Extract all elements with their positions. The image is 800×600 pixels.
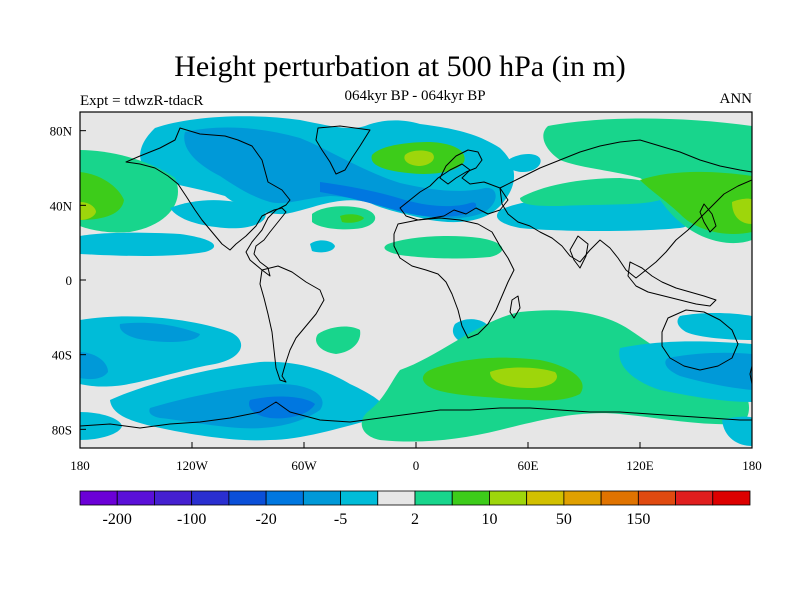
- contour-pos-subtropic-atlantic: [384, 236, 503, 259]
- colorbar-swatch: [637, 490, 676, 506]
- coastline-antarctica: [80, 401, 752, 429]
- coastline-new-zealand: [749, 365, 752, 385]
- lon-tick-label: 0: [413, 458, 420, 473]
- map-area: [80, 112, 752, 448]
- lon-tick-label: 180: [70, 458, 90, 473]
- contour-pos-east-asia-core: [640, 171, 752, 234]
- colorbar-label: 50: [556, 511, 572, 528]
- contour-neg-southeast-pacific-core: [249, 396, 315, 419]
- coastline-scandinavia: [439, 149, 483, 185]
- coastline-africa: [393, 217, 515, 339]
- colorbar-swatch: [600, 490, 639, 506]
- contour-pos-asia-outer: [520, 178, 663, 206]
- contour-neg-asia-band: [170, 200, 266, 229]
- contour-neg-antarctic-east: [722, 416, 752, 446]
- lat-tick-label: 40N: [50, 198, 73, 213]
- contour-fields-south: [80, 310, 752, 446]
- colorbar-swatch: [489, 490, 528, 506]
- coastline-india: [569, 235, 589, 269]
- coastline-australia: [661, 309, 739, 371]
- colorbar-swatch: [302, 490, 341, 506]
- colorbar-label: -5: [334, 511, 347, 528]
- plot-title: Height perturbation at 500 hPa (in m): [174, 50, 626, 83]
- colorbar-label: -100: [177, 511, 206, 528]
- contour-neg-north-pacific: [80, 232, 215, 256]
- coastline-asia: [499, 139, 752, 279]
- colorbar-swatch: [116, 490, 155, 506]
- colorbar-swatch: [563, 490, 602, 506]
- colorbar-swatch: [526, 490, 565, 506]
- contour-pos-west-pacific-peak: [80, 202, 96, 220]
- lon-tick-label: 120W: [176, 458, 209, 473]
- contour-pos-east-asia-peak: [732, 198, 752, 224]
- colorbar-swatch: [451, 490, 490, 506]
- colorbar-label: 150: [626, 511, 650, 528]
- contour-neg-east-europe: [505, 153, 541, 173]
- coastline-greenland: [315, 125, 371, 175]
- coastline-southeast-asia: [627, 261, 717, 307]
- contour-pos-mid-atlantic-core: [340, 214, 364, 223]
- colorbar-swatch: [228, 490, 267, 506]
- colorbar-swatch: [79, 490, 118, 506]
- lon-tick-label: 180: [742, 458, 762, 473]
- colorbar-label: 10: [481, 511, 497, 528]
- coastline-japan: [699, 203, 717, 233]
- contour-neg-atlantic-core: [320, 182, 477, 217]
- colorbar-swatch: [191, 490, 230, 506]
- lon-tick-label: 60E: [518, 458, 539, 473]
- contour-neg-south-pacific-inner: [119, 322, 200, 342]
- season-label: ANN: [719, 91, 753, 107]
- contour-neg-west-southern-ocean: [80, 412, 122, 440]
- colorbar-swatch: [675, 490, 714, 506]
- lon-tick-label: 60W: [291, 458, 317, 473]
- lat-tick-label: 80S: [52, 422, 72, 437]
- contour-neg-south-pacific-west: [80, 352, 108, 380]
- plot-subtitle: 064kyr BP - 064kyr BP: [344, 88, 486, 104]
- colorbar-swatch: [377, 490, 416, 506]
- colorbar-swatch: [340, 490, 379, 506]
- contour-pos-southern-indian-peak: [490, 367, 558, 388]
- contour-neg-caribbean: [310, 240, 335, 253]
- lon-tick-label: 120E: [626, 458, 654, 473]
- axis-ticks: 80N 40N 0 40S 80S 180 120W 60W 0 60E 120E 180: [50, 124, 762, 473]
- colorbar-label: 2: [411, 511, 419, 528]
- coastlines: [80, 125, 752, 429]
- lat-tick-label: 0: [66, 273, 73, 288]
- lat-tick-label: 80N: [50, 124, 73, 139]
- contour-neg-north-atlantic-inner: [184, 127, 496, 219]
- colorbar-label: -20: [255, 511, 276, 528]
- coastline-madagascar: [509, 295, 521, 319]
- contour-neg-south-pacific-outer: [80, 316, 242, 387]
- contour-pos-south-atlantic: [316, 326, 361, 354]
- experiment-label: Expt = tdwzR-tdacR: [80, 93, 204, 109]
- contour-neg-australia-south-inner: [665, 352, 752, 390]
- colorbar-label: -200: [103, 511, 132, 528]
- lat-tick-label: 40S: [52, 348, 72, 363]
- colorbar-swatch: [265, 490, 304, 506]
- colorbar-swatch: [414, 490, 453, 506]
- contour-fields-north: [80, 116, 752, 259]
- colorbar-swatch: [154, 490, 193, 506]
- coastline-north-america: [125, 127, 291, 277]
- coastline-south-america: [259, 265, 325, 383]
- colorbar: -200 -100 -20 -5 2 10 50 150: [79, 490, 751, 528]
- colorbar-swatch: [712, 490, 751, 506]
- contour-pos-greenland-core: [404, 150, 434, 166]
